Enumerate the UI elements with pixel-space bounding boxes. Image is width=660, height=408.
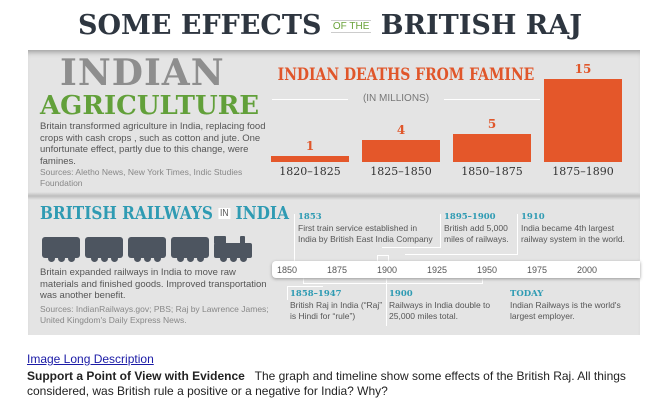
bar-0 <box>271 156 349 162</box>
connector-raj-h <box>287 286 323 287</box>
timeline-year: 2000 <box>576 265 598 275</box>
agriculture-sources: Sources: Aletho News, New York Times, In… <box>40 167 243 188</box>
question-heading: Support a Point of View with Evidence <box>27 369 245 383</box>
railways-sources: Sources: IndianRailways.gov; PBS; Raj by… <box>40 304 269 325</box>
wheel-icon <box>230 255 237 262</box>
connector-1895 <box>440 214 441 248</box>
timeline-year: 1850 <box>276 265 298 275</box>
bar-value-label: 5 <box>487 117 497 132</box>
title-part1: SOME EFFECTS <box>78 10 322 41</box>
bar-value-label: 4 <box>396 122 406 137</box>
connector-1853 <box>294 214 295 261</box>
subtitle-rule-right <box>444 99 540 100</box>
chart-subtitle: (IN MILLIONS) <box>362 93 430 104</box>
rail-car-icon <box>85 237 123 258</box>
timeline-event-date: 1900 <box>389 289 413 299</box>
timeline-event-date: 1858–1947 <box>290 289 342 299</box>
bar-category-label: 1850–1875 <box>461 165 523 178</box>
bar-category-label: 1820–1825 <box>279 165 341 178</box>
bar-3 <box>544 79 622 162</box>
connector-1910 <box>517 214 518 254</box>
timeline-event-text: India became 4th largest railway system … <box>521 223 625 244</box>
timeline-year: 1925 <box>426 265 448 275</box>
bar-category-label: 1875–1890 <box>552 165 614 178</box>
bar-2 <box>453 134 531 162</box>
timeline-event-date: 1910 <box>521 212 545 222</box>
bar-value-label: 15 <box>574 62 592 76</box>
wheel-icon <box>68 255 75 262</box>
wheel-icon <box>144 255 151 262</box>
timeline-year: 1950 <box>476 265 498 275</box>
locomotive-chimney-icon <box>240 236 245 244</box>
rail-car-icon <box>42 237 80 258</box>
railways-heading-2: INDIA <box>235 203 289 224</box>
agriculture-heading-2: AGRICULTURE <box>40 91 260 121</box>
agriculture-heading-1: INDIAN <box>60 52 225 94</box>
timeline-event-text: Indian Railways is the world's largest e… <box>510 300 621 321</box>
timeline-year: 1900 <box>376 265 398 275</box>
railways-body: Britain expanded railways in India to mo… <box>40 267 267 301</box>
title-part3: BRITISH RAJ <box>380 10 582 41</box>
wheel-icon <box>48 255 55 262</box>
timeline-event-text: British add 5,000 miles of railways. <box>444 223 509 244</box>
railways-heading: BRITISH RAILWAYS IN INDIA <box>40 203 289 225</box>
bar-1 <box>362 139 440 162</box>
question-text: Support a Point of View with Evidence Th… <box>27 369 647 399</box>
image-long-description-link[interactable]: Image Long Description <box>27 352 154 366</box>
wheel-icon <box>101 255 108 262</box>
bracket-1895-1900 <box>377 255 389 262</box>
timeline-event-date: 1895–1900 <box>444 212 496 222</box>
bar-category-label: 1825–1850 <box>370 165 432 178</box>
wheel-icon <box>197 255 204 262</box>
wheel-icon <box>91 255 98 262</box>
wheel-icon <box>111 255 118 262</box>
rail-car-icon <box>128 237 166 258</box>
infographic-title: SOME EFFECTS OF THE BRITISH RAJ <box>0 8 660 44</box>
rail-car-icon <box>171 237 209 258</box>
chart-title: INDIAN DEATHS FROM FAMINE <box>277 65 535 85</box>
timeline-event-date: TODAY <box>510 289 544 299</box>
timeline-year: 1875 <box>326 265 348 275</box>
agriculture-body: Britain transformed agriculture in India… <box>40 121 266 167</box>
section-divider <box>28 192 640 200</box>
wheel-icon <box>220 255 227 262</box>
bar-value-label: 1 <box>305 139 315 154</box>
timeline-bar <box>272 261 640 278</box>
connector-1910-h <box>405 254 518 255</box>
subtitle-rule-left <box>272 99 348 100</box>
timeline-event-text: British Raj in India (“Raj” is Hindi for… <box>290 300 383 321</box>
question-body: The graph and timeline show some effects… <box>27 369 626 398</box>
wheel-icon <box>187 255 194 262</box>
timeline-year: 1975 <box>526 265 548 275</box>
timeline-event-text: Railways in India double to 25,000 miles… <box>389 300 491 321</box>
title-part2: OF THE <box>330 19 372 33</box>
locomotive-icon <box>214 243 252 258</box>
connector-1900 <box>386 278 387 326</box>
railways-heading-1: BRITISH RAILWAYS <box>40 203 213 224</box>
connector-1895-h <box>382 247 441 248</box>
timeline-event-text: First train service established in India… <box>298 223 433 244</box>
wheel-icon <box>240 255 247 262</box>
wheel-icon <box>58 255 65 262</box>
wheel-icon <box>154 255 161 262</box>
locomotive-cab-icon <box>214 236 226 244</box>
bracket-1858-1947 <box>303 278 483 284</box>
timeline-event-date: 1853 <box>298 212 322 222</box>
railways-heading-in: IN <box>218 208 231 219</box>
wheel-icon <box>134 255 141 262</box>
wheel-icon <box>177 255 184 262</box>
connector-raj <box>287 286 288 300</box>
